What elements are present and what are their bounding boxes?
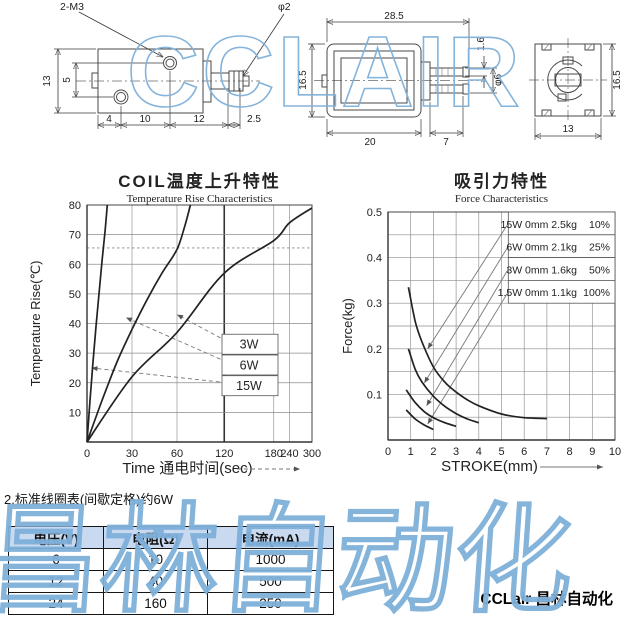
dim-a-label: 4 — [106, 114, 112, 125]
cell-current: 500 — [207, 570, 334, 593]
drawing-side-view: 13 5 4 10 12 2.5 2-M3 φ2 — [42, 1, 291, 129]
dim-end-width-label: 13 — [562, 124, 574, 135]
svg-text:Force Characteristics: Force Characteristics — [455, 193, 548, 205]
cell-resistance: 160 — [103, 592, 208, 615]
svg-text:Temperature Rise Characteristi: Temperature Rise Characteristics — [127, 193, 273, 205]
svg-text:0.3: 0.3 — [367, 298, 382, 310]
svg-text:70: 70 — [69, 230, 81, 242]
svg-text:15W: 15W — [236, 379, 262, 393]
coil-spec-table: 电压(V) 电阻(Ω) 电流(mA) 6 10 1000 12 40 500 2… — [8, 526, 334, 615]
dim-shaft-dia-label: φ6 — [493, 74, 504, 86]
chart-temperature-rise: 0 30 60 120 180 240 300 10 20 30 40 50 60 70 80 3W 6W 15W… — [0, 155, 335, 487]
svg-text:1.5W 0mm 1.1kg: 1.5W 0mm 1.1kg — [498, 287, 578, 299]
svg-text:40: 40 — [69, 319, 81, 331]
cell-current: 250 — [207, 592, 334, 615]
svg-text:50: 50 — [69, 289, 81, 301]
thread-callout-label: 2-M3 — [60, 1, 84, 13]
brand-text: CCLair 昌林自动化 — [480, 591, 613, 608]
svg-text:STROKE(mm): STROKE(mm) — [441, 458, 538, 475]
svg-text:10%: 10% — [589, 219, 610, 231]
svg-text:60: 60 — [171, 448, 183, 460]
svg-text:0: 0 — [84, 448, 90, 460]
cell-resistance: 10 — [103, 548, 208, 571]
svg-text:10: 10 — [609, 446, 621, 458]
dim-front-height-label: 16.5 — [298, 70, 309, 90]
svg-text:Time 通电时间(sec): Time 通电时间(sec) — [122, 460, 252, 477]
svg-text:6W: 6W — [240, 358, 259, 372]
svg-text:6W 0mm 2.1kg: 6W 0mm 2.1kg — [506, 242, 577, 254]
cell-voltage: 12 — [8, 570, 104, 593]
coil-table-note: 2.标准线圈表(间歇定格)约6W — [4, 492, 174, 507]
svg-text:0: 0 — [385, 446, 391, 458]
svg-text:180: 180 — [265, 448, 283, 460]
svg-text:0.2: 0.2 — [367, 344, 382, 356]
svg-text:7: 7 — [544, 446, 550, 458]
svg-text:3W 0mm 1.6kg: 3W 0mm 1.6kg — [506, 264, 577, 276]
svg-text:3: 3 — [453, 446, 459, 458]
svg-text:8: 8 — [567, 446, 573, 458]
svg-text:240: 240 — [280, 448, 298, 460]
svg-text:300: 300 — [303, 448, 321, 460]
svg-text:25%: 25% — [589, 242, 610, 254]
dim-plunger-len-label: 7 — [443, 137, 449, 148]
chart-force: 0 1 2 3 4 5 6 7 8 9 10 0.1 0.2 0.3 0.4 0.5 15W 0mm 2.5kg… — [335, 155, 635, 490]
svg-text:Force(kg): Force(kg) — [340, 298, 355, 354]
dim-pin-label: 1.6 — [476, 37, 487, 51]
dim-body-width-label: 20 — [364, 137, 376, 148]
svg-text:2: 2 — [430, 446, 436, 458]
hole-callout-label: φ2 — [278, 1, 291, 13]
svg-text:6: 6 — [521, 446, 527, 458]
col-header-current: 电流(mA) — [207, 526, 334, 549]
cell-voltage: 24 — [8, 592, 104, 615]
dim-end-height-label: 16.5 — [612, 70, 623, 90]
svg-text:30: 30 — [69, 348, 81, 360]
svg-text:20: 20 — [69, 378, 81, 390]
svg-text:3W: 3W — [240, 338, 259, 352]
cell-current: 1000 — [207, 548, 334, 571]
svg-text:0.5: 0.5 — [367, 207, 382, 219]
svg-text:4: 4 — [476, 446, 482, 458]
table-row: 24 160 250 — [8, 592, 334, 615]
svg-text:吸引力特性: 吸引力特性 — [454, 171, 549, 191]
svg-text:30: 30 — [126, 448, 138, 460]
dim-hole-offset-label: 5 — [62, 77, 73, 83]
svg-text:5: 5 — [498, 446, 504, 458]
dim-width-total-label: 28.5 — [384, 11, 404, 22]
drawing-end-view: 13 16.5 — [529, 38, 623, 140]
cell-voltage: 6 — [8, 548, 104, 571]
dim-d-label: 2.5 — [247, 114, 261, 125]
svg-text:15W 0mm 2.5kg: 15W 0mm 2.5kg — [501, 219, 578, 231]
svg-text:COIL温度上升特性: COIL温度上升特性 — [118, 171, 281, 191]
dim-c-label: 12 — [193, 114, 205, 125]
engineering-drawings: 13 5 4 10 12 2.5 2-M3 φ2 — [42, 1, 623, 148]
dim-height-label: 13 — [42, 75, 53, 87]
svg-text:50%: 50% — [589, 264, 610, 276]
dim-b-label: 10 — [139, 114, 151, 125]
svg-text:9: 9 — [589, 446, 595, 458]
chart-force-svg: 0 1 2 3 4 5 6 7 8 9 10 0.1 0.2 0.3 0.4 0.5 15W 0mm 2.5kg… — [340, 171, 621, 475]
svg-text:120: 120 — [215, 448, 233, 460]
cell-resistance: 40 — [103, 570, 208, 593]
col-header-voltage: 电压(V) — [8, 526, 104, 549]
svg-text:Temperature Rise(℃): Temperature Rise(℃) — [28, 261, 43, 387]
svg-text:10: 10 — [69, 407, 81, 419]
table-header-row: 电压(V) 电阻(Ω) 电流(mA) — [8, 526, 334, 549]
svg-text:0.4: 0.4 — [367, 253, 382, 265]
svg-text:100%: 100% — [583, 287, 610, 299]
table-row: 12 40 500 — [8, 570, 334, 593]
drawing-front-view: 28.5 20 7 16.5 1.6 φ6 — [298, 11, 504, 148]
table-row: 6 10 1000 — [8, 548, 334, 571]
col-header-resistance: 电阻(Ω) — [103, 526, 208, 549]
svg-text:0.1: 0.1 — [367, 389, 382, 401]
svg-text:80: 80 — [69, 200, 81, 212]
svg-text:60: 60 — [69, 259, 81, 271]
svg-text:1: 1 — [408, 446, 414, 458]
